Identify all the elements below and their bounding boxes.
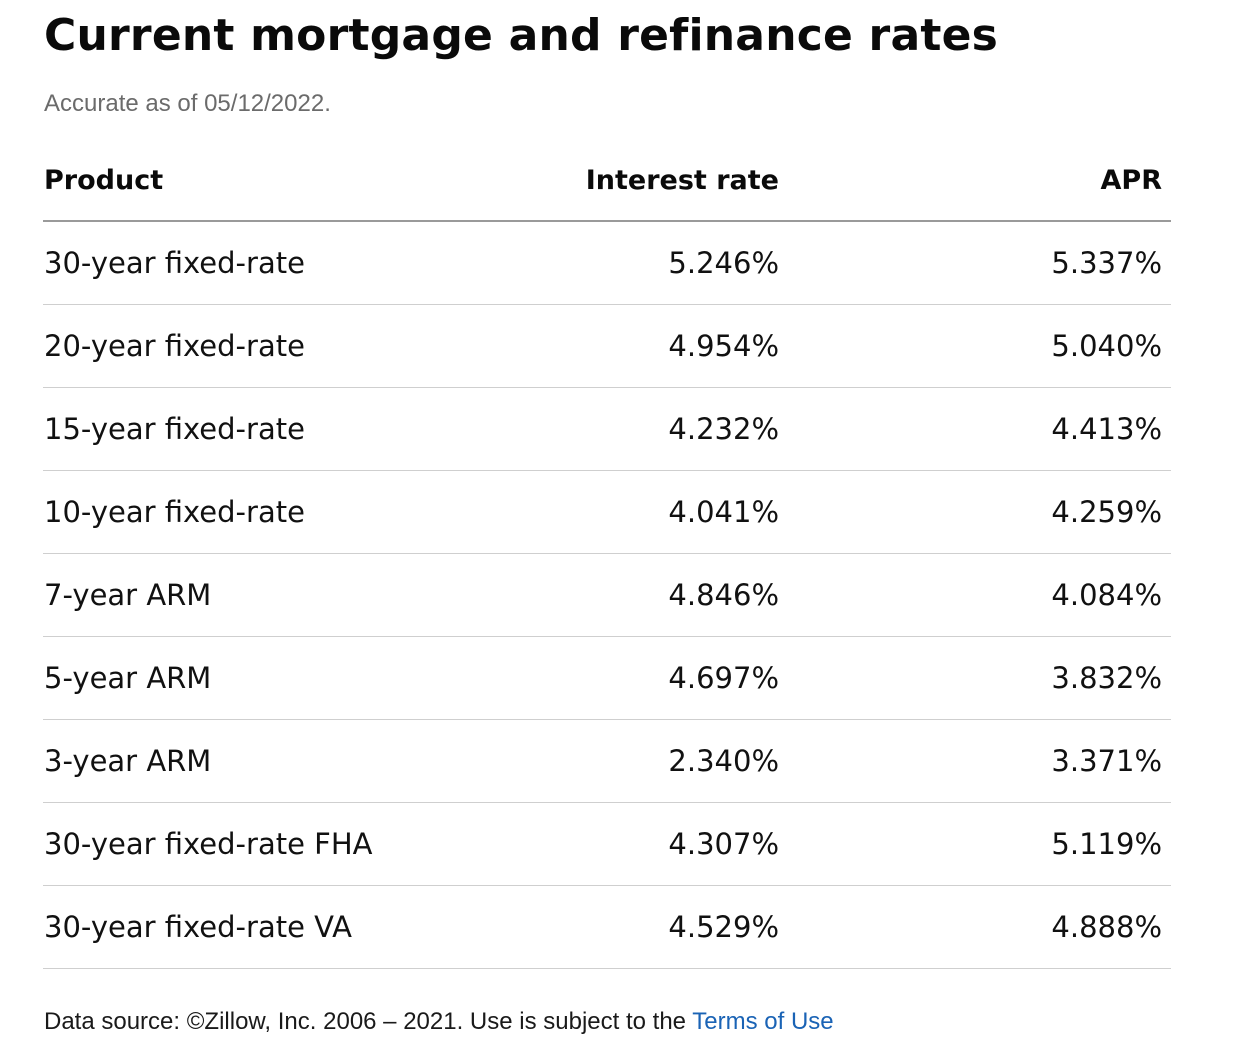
apr-cell: 4.888% — [779, 885, 1171, 969]
table-row: 15-year fixed-rate 4.232% 4.413% — [43, 387, 1171, 471]
table-row: 10-year fixed-rate 4.041% 4.259% — [43, 470, 1171, 554]
interest-rate-cell: 4.697% — [484, 636, 779, 720]
apr-cell: 4.084% — [779, 553, 1171, 637]
column-header-product: Product — [43, 140, 484, 222]
product-cell: 7-year ARM — [43, 553, 484, 637]
table-row: 5-year ARM 4.697% 3.832% — [43, 636, 1171, 720]
interest-rate-cell: 4.846% — [484, 553, 779, 637]
page-title: Current mortgage and refinance rates — [44, 10, 999, 61]
product-cell: 30-year fixed-rate VA — [43, 885, 484, 969]
interest-rate-cell: 4.307% — [484, 802, 779, 886]
interest-rate-cell: 2.340% — [484, 719, 779, 803]
column-header-apr: APR — [779, 140, 1171, 222]
apr-cell: 4.413% — [779, 387, 1171, 471]
product-cell: 3-year ARM — [43, 719, 484, 803]
data-source-note: Data source: ©Zillow, Inc. 2006 – 2021. … — [44, 1008, 834, 1036]
interest-rate-cell: 4.232% — [484, 387, 779, 471]
table-row: 30-year fixed-rate FHA 4.307% 5.119% — [43, 802, 1171, 886]
interest-rate-cell: 4.041% — [484, 470, 779, 554]
product-cell: 30-year fixed-rate — [43, 221, 484, 305]
interest-rate-cell: 4.529% — [484, 885, 779, 969]
table-row: 30-year fixed-rate VA 4.529% 4.888% — [43, 885, 1171, 969]
apr-cell: 3.832% — [779, 636, 1171, 720]
table-row: 30-year fixed-rate 5.246% 5.337% — [43, 221, 1171, 305]
apr-cell: 5.040% — [779, 304, 1171, 388]
product-cell: 15-year fixed-rate — [43, 387, 484, 471]
apr-cell: 4.259% — [779, 470, 1171, 554]
product-cell: 10-year fixed-rate — [43, 470, 484, 554]
table-header-row: Product Interest rate APR — [43, 140, 1171, 222]
terms-of-use-link[interactable]: Terms of Use — [692, 1008, 834, 1035]
interest-rate-cell: 4.954% — [484, 304, 779, 388]
apr-cell: 5.337% — [779, 221, 1171, 305]
data-source-text: Data source: ©Zillow, Inc. 2006 – 2021. … — [44, 1008, 693, 1035]
product-cell: 20-year fixed-rate — [43, 304, 484, 388]
table-row: 20-year fixed-rate 4.954% 5.040% — [43, 304, 1171, 388]
table-row: 7-year ARM 4.846% 4.084% — [43, 553, 1171, 637]
accuracy-date: Accurate as of 05/12/2022. — [44, 90, 331, 117]
apr-cell: 3.371% — [779, 719, 1171, 803]
rates-table: Product Interest rate APR 30-year fixed-… — [43, 140, 1171, 969]
table-row: 3-year ARM 2.340% 3.371% — [43, 719, 1171, 803]
column-header-interest-rate: Interest rate — [484, 140, 779, 222]
product-cell: 30-year fixed-rate FHA — [43, 802, 484, 886]
apr-cell: 5.119% — [779, 802, 1171, 886]
product-cell: 5-year ARM — [43, 636, 484, 720]
interest-rate-cell: 5.246% — [484, 221, 779, 305]
